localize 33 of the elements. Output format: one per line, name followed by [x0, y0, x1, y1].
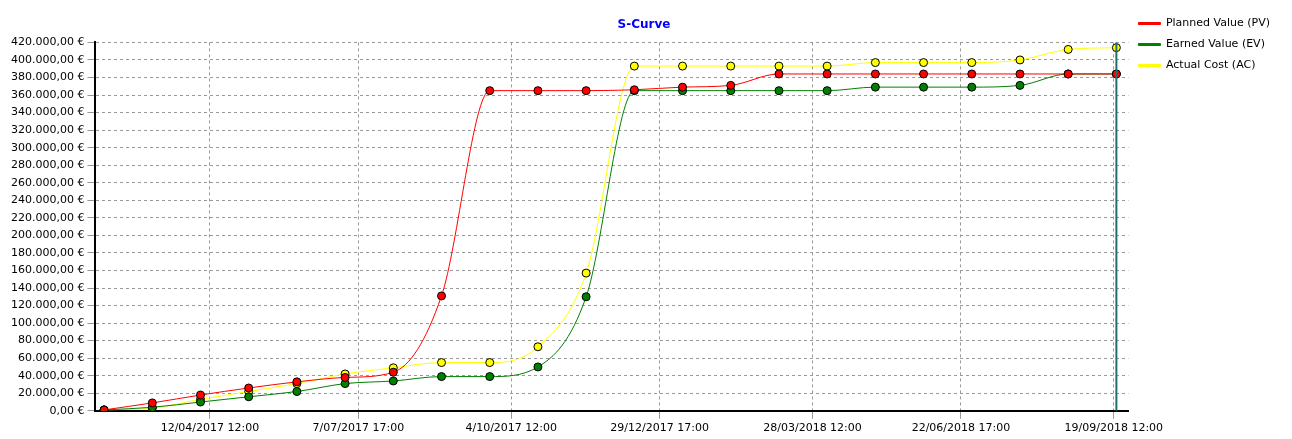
legend-label: Earned Value (EV) [1165, 37, 1265, 51]
y-tick-label: 280.000,00 € [10, 158, 85, 172]
y-tick-label: 100.000,00 € [10, 315, 85, 329]
y-tick-label: 320.000,00 € [10, 122, 85, 136]
y-tick-label: 200.000,00 € [10, 228, 85, 242]
y-tick-label: 360.000,00 € [10, 87, 85, 101]
y-tick-label: 300.000,00 € [10, 140, 85, 154]
x-tick-label: 12/04/2017 12:00 [160, 421, 260, 435]
chart-title: S-Curve [617, 17, 671, 32]
y-tick-label: 420.000,00 € [10, 35, 85, 49]
y-tick-label: 120.000,00 € [10, 298, 85, 312]
y-tick-label: 400.000,00 € [10, 52, 85, 66]
y-tick-label: 20.000,00 € [17, 386, 85, 400]
y-tick-label: 160.000,00 € [10, 263, 85, 277]
legend-label: Actual Cost (AC) [1165, 58, 1256, 72]
x-tick-label: 7/07/2017 17:00 [312, 421, 405, 435]
y-tick-label: 40.000,00 € [17, 368, 85, 382]
y-tick-label: 60.000,00 € [17, 351, 85, 365]
x-tick-label: 19/09/2018 12:00 [1064, 421, 1164, 435]
y-tick-label: 0,00 € [49, 403, 85, 417]
y-tick-label: 340.000,00 € [10, 105, 85, 119]
legend-label: Planned Value (PV) [1165, 16, 1271, 30]
y-tick-label: 220.000,00 € [10, 210, 85, 224]
x-tick-label: 29/12/2017 17:00 [610, 421, 709, 435]
y-tick-label: 140.000,00 € [10, 280, 85, 294]
y-tick-label: 260.000,00 € [10, 175, 85, 189]
x-tick-label: 28/03/2018 12:00 [763, 421, 862, 435]
x-tick-label: 4/10/2017 12:00 [465, 421, 558, 435]
y-tick-label: 380.000,00 € [10, 70, 85, 84]
x-tick-label: 22/06/2018 17:00 [911, 421, 1011, 435]
y-tick-label: 180.000,00 € [10, 245, 85, 259]
y-tick-label: 240.000,00 € [10, 193, 85, 207]
y-tick-label: 80.000,00 € [17, 333, 85, 347]
